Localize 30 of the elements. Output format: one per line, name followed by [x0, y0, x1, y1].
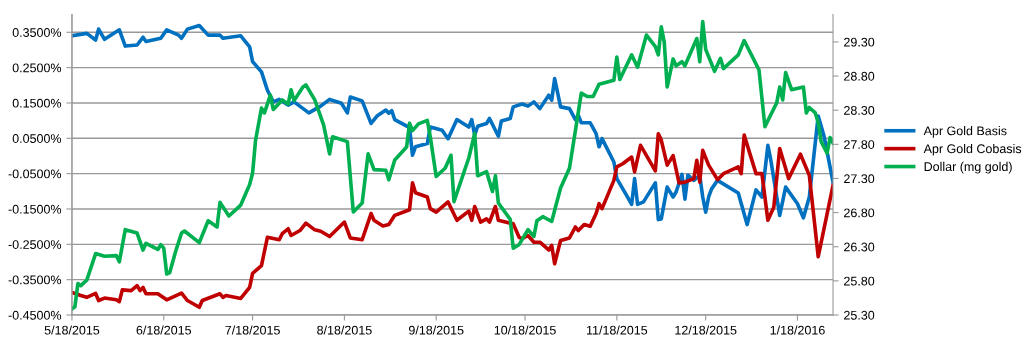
x-tick-label: 11/18/2015 [586, 325, 648, 335]
legend-label: Dollar (mg gold) [924, 161, 1012, 174]
y2-tick-label: 25.80 [844, 276, 875, 286]
y2-tick-label: 26.30 [844, 242, 875, 252]
y-tick-label: 0.2500% [12, 63, 62, 73]
y-tick-label: -0.1500% [8, 204, 62, 214]
x-tick-label: 7/18/2015 [225, 325, 280, 335]
x-tick-label: 5/18/2015 [44, 325, 100, 335]
y2-tick-label: 25.30 [844, 310, 875, 320]
y-tick-label: -0.4500% [8, 310, 62, 320]
y-tick-label: -0.0500% [8, 169, 62, 179]
x-tick-label: 9/18/2015 [408, 325, 464, 335]
y-tick-label: -0.3500% [8, 275, 62, 285]
x-tick-label: 8/18/2015 [317, 325, 372, 335]
x-tick-label: 6/18/2015 [136, 325, 192, 335]
legend-label: Apr Gold Basis [923, 126, 1007, 138]
y2-tick-label: 26.80 [844, 208, 875, 218]
y2-tick-label: 28.80 [844, 71, 875, 81]
y-tick-label: -0.2500% [8, 240, 62, 249]
legend-label: Apr Gold Cobasis [923, 143, 1022, 156]
y-tick-label: 0.1500% [12, 98, 62, 108]
x-tick-label: 1/18/2016 [770, 325, 825, 335]
y2-tick-label: 29.30 [844, 37, 875, 47]
x-tick-label: 10/18/2015 [494, 325, 556, 335]
y-tick-label: 0.3500% [12, 28, 62, 37]
y2-tick-label: 27.80 [844, 140, 875, 149]
x-tick-label: 12/18/2015 [675, 325, 737, 335]
y-tick-label: 0.0500% [12, 134, 62, 143]
y2-tick-label: 27.30 [844, 174, 875, 184]
y2-tick-label: 28.30 [844, 106, 875, 115]
